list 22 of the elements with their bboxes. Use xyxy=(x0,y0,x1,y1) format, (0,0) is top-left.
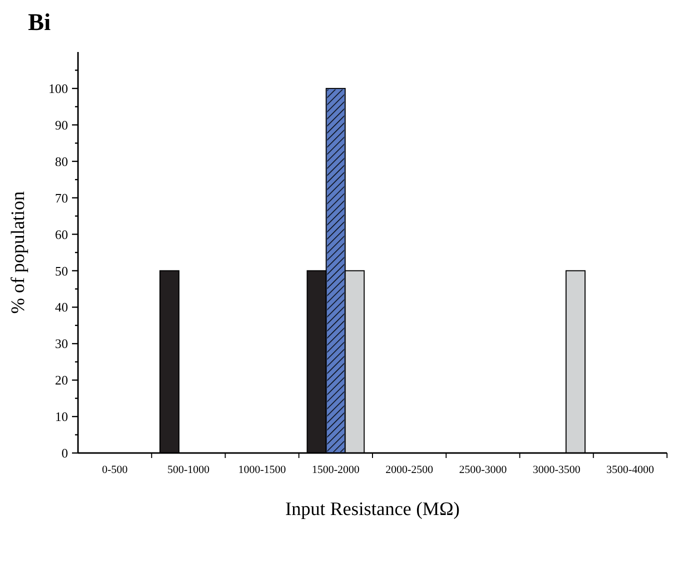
y-tick-label: 0 xyxy=(62,446,68,461)
y-tick-label: 80 xyxy=(55,154,68,169)
y-tick-label: 50 xyxy=(55,263,68,278)
chart-title: Bi xyxy=(28,10,52,36)
x-tick-label: 0-500 xyxy=(102,464,128,476)
y-tick-label: 60 xyxy=(55,226,68,242)
x-tick-label: 1500-2000 xyxy=(312,464,360,476)
x-tick-label: 1000-1500 xyxy=(238,464,286,476)
y-tick-label: 90 xyxy=(55,117,68,132)
x-axis-title: Input Resistance (MΩ) xyxy=(285,499,460,520)
y-axis-title: % of population xyxy=(8,190,29,314)
x-tick-label: 3500-4000 xyxy=(606,464,655,476)
x-tick-label: 2500-3000 xyxy=(459,464,508,476)
y-tick-label: 10 xyxy=(55,409,68,424)
x-tick-label: 2000-2500 xyxy=(385,464,434,476)
y-tick-label: 100 xyxy=(48,81,68,96)
x-tick-label: 3000-3500 xyxy=(532,464,581,476)
y-tick-label: 30 xyxy=(55,336,68,352)
y-tick-label: 40 xyxy=(55,300,68,315)
y-tick-label: 20 xyxy=(55,372,68,388)
y-tick-label: 70 xyxy=(55,190,68,206)
x-tick-label: 500-1000 xyxy=(167,464,210,476)
